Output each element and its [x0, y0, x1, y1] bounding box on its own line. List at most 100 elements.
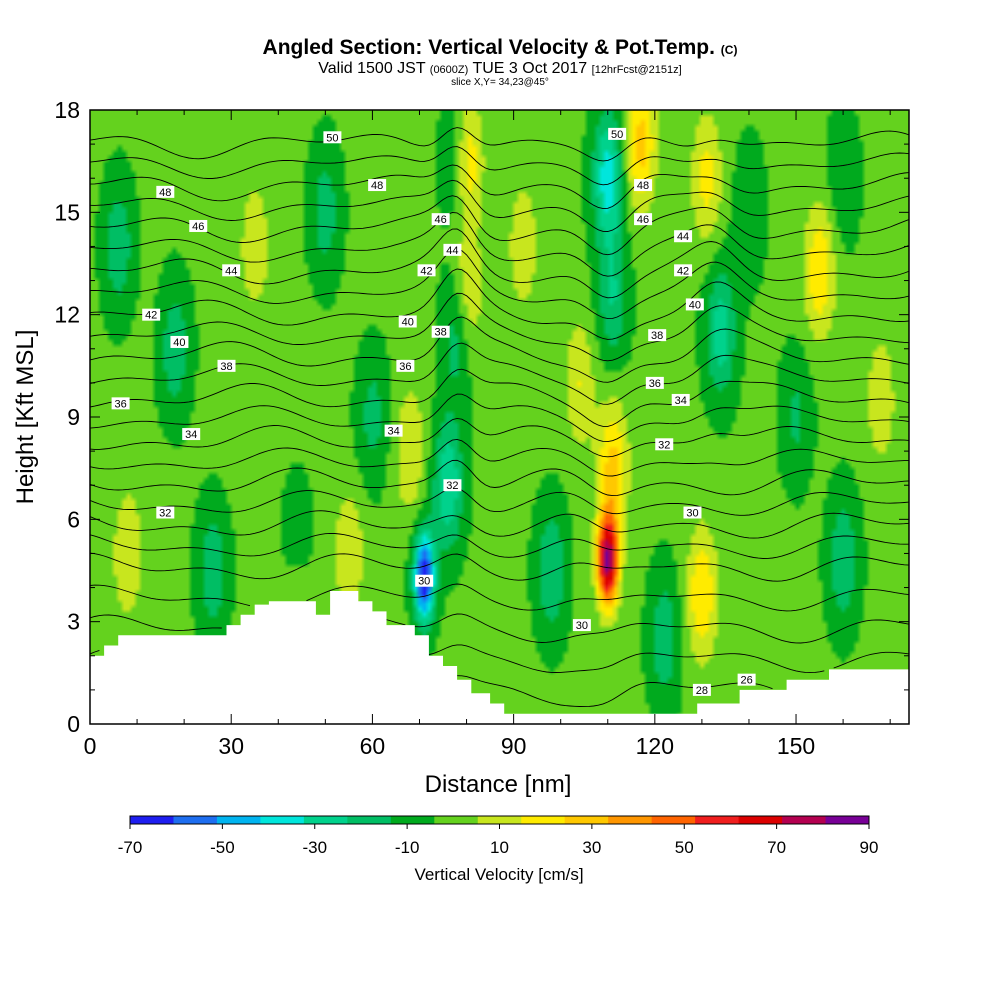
theta-contour-line: [90, 417, 909, 458]
theta-label-box: [572, 619, 591, 632]
theta-label: 38: [651, 330, 663, 342]
colorbar-tick-label: 70: [767, 838, 786, 857]
theta-label-box: [431, 213, 450, 226]
theta-label-box: [634, 179, 653, 192]
theta-label: 32: [658, 439, 670, 451]
theta-label: 44: [225, 265, 237, 277]
theta-label: 38: [220, 361, 232, 373]
y-tick-label: 12: [54, 302, 80, 328]
theta-label-box: [683, 506, 702, 519]
theta-label: 48: [371, 180, 383, 192]
theta-label-box: [417, 264, 436, 277]
theta-label: 42: [145, 310, 157, 322]
theta-label-box: [396, 359, 415, 372]
theta-label: 48: [159, 187, 171, 199]
theta-contour-line: [90, 248, 909, 320]
colorbar-tick-label: 50: [675, 838, 694, 857]
theta-contour-line: [90, 179, 909, 232]
slice-label: slice X,Y= 34,23@45°: [451, 77, 549, 88]
theta-label-box: [384, 424, 403, 437]
colorbar-swatch: [390, 816, 435, 824]
colorbar-swatch: [695, 816, 740, 824]
theta-label: 40: [689, 299, 701, 311]
theta-label-box: [737, 673, 756, 686]
y-tick-label: 0: [67, 711, 80, 737]
colorbar-swatch: [825, 816, 870, 824]
theta-contour-line: [90, 368, 909, 427]
theta-label: 34: [675, 395, 687, 407]
theta-contour-line: [90, 127, 909, 162]
theta-label-box: [182, 428, 201, 441]
theta-label: 48: [637, 180, 649, 192]
theta-label-box: [222, 264, 241, 277]
theta-label: 28: [696, 685, 708, 697]
colorbar-tick-label: -50: [210, 838, 235, 857]
colorbar-swatch: [564, 816, 609, 824]
theta-label: 30: [686, 508, 698, 520]
theta-label: 36: [649, 378, 661, 390]
theta-contour-line: [90, 393, 909, 443]
theta-label-box: [142, 308, 161, 321]
theta-label-box: [170, 335, 189, 348]
theta-label-box: [634, 213, 653, 226]
colorbar-swatch: [521, 816, 566, 824]
terrain-mask: [90, 591, 909, 724]
colorbar-tick-label: 30: [582, 838, 601, 857]
theta-label-box: [692, 683, 711, 696]
theta-label-box: [189, 219, 208, 232]
x-tick-label: 90: [501, 733, 527, 759]
title-suffix: (C): [720, 43, 738, 57]
theta-contour-line: [90, 164, 909, 210]
theta-contour-line: [457, 675, 773, 708]
colorbar-swatch: [347, 816, 392, 824]
theta-label: 46: [435, 214, 447, 226]
theta-label: 32: [446, 480, 458, 492]
theta-label: 30: [576, 620, 588, 632]
y-tick-label: 6: [67, 506, 80, 532]
theta-label: 36: [399, 361, 411, 373]
vertical-velocity-shading: [90, 110, 909, 724]
y-axis-label: Height [Kft MSL]: [12, 330, 39, 505]
colorbar-swatch: [260, 816, 305, 824]
colorbar: -70 -50 -30 -10 10 30 50 70 90: [118, 815, 878, 857]
colorbar-swatch: [303, 816, 348, 824]
x-tick-label: 30: [218, 733, 244, 759]
theta-label-box: [608, 127, 627, 140]
theta-label: 46: [192, 221, 204, 233]
theta-label-box: [368, 179, 387, 192]
chart-title: Angled Section: Vertical Velocity & Pot.…: [262, 36, 738, 59]
theta-label: 30: [418, 576, 430, 588]
x-tick-label: 150: [777, 733, 815, 759]
theta-label-box: [645, 376, 664, 389]
theta-label: 40: [173, 337, 185, 349]
y-tick-label: 9: [67, 404, 80, 430]
subtitle-forecast: [12hrFcst@2151z]: [591, 64, 682, 76]
y-tick-label: 15: [54, 199, 80, 225]
velocity-field: [90, 110, 909, 724]
theta-label-box: [111, 397, 130, 410]
colorbar-swatch: [130, 816, 174, 824]
theta-contour-line: [90, 211, 909, 277]
theta-label-box: [443, 243, 462, 256]
theta-label-box: [655, 438, 674, 451]
theta-label-box: [685, 298, 704, 311]
theta-contour-line: [90, 438, 909, 477]
theta-label: 50: [611, 129, 623, 141]
theta-contour-line: [90, 146, 909, 186]
theta-contour-line: [90, 552, 909, 582]
theta-contour-line: [90, 316, 909, 383]
theta-label-box: [156, 506, 175, 519]
colorbar-swatch: [738, 816, 783, 824]
theta-label-box: [648, 329, 667, 342]
theta-label: 26: [740, 675, 752, 687]
theta-label: 34: [185, 429, 197, 441]
theta-label: 42: [677, 265, 689, 277]
theta-contour-line: [90, 644, 909, 674]
colorbar-tick-label: -30: [302, 838, 327, 857]
chart-subtitle: Valid 1500 JST (0600Z) TUE 3 Oct 2017 [1…: [318, 60, 682, 77]
colorbar-swatch: [477, 816, 522, 824]
theta-label: 50: [326, 132, 338, 144]
colorbar-label: Vertical Velocity [cm/s]: [414, 865, 583, 884]
